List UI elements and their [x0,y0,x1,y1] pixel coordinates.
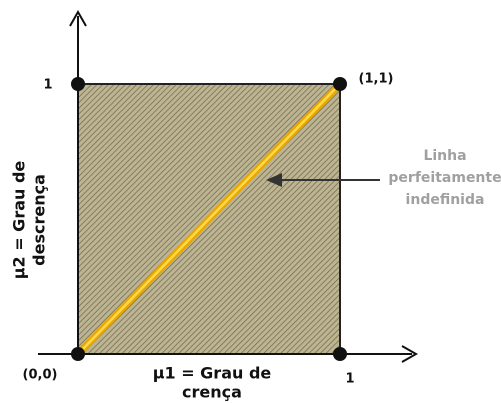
y-axis-label-group: μ2 = Grau de descrença [10,161,49,280]
corner-dot [71,77,85,91]
corner-dot [71,347,85,361]
point-label: 1 [345,372,354,387]
annotation-arrowhead [266,173,282,187]
x-axis-label: μ1 = Grau de [153,364,272,383]
corner-dot [333,77,347,91]
point-label: (0,0) [23,368,58,383]
annotation: Linha [423,148,466,164]
x-axis-label: crença [182,383,242,402]
y-axis-arrow [69,9,87,27]
y-axis-label: μ2 = Grau de [10,161,29,280]
y-axis-label: descrença [30,174,49,266]
diagonal-line-highlight [79,85,339,353]
annotation: indefinida [406,192,485,208]
point-label: 1 [43,78,52,93]
x-axis-arrow [401,345,419,363]
annotation: perfeitamente [388,170,501,186]
corner-dot [333,347,347,361]
point-label: (1,1) [359,72,394,87]
